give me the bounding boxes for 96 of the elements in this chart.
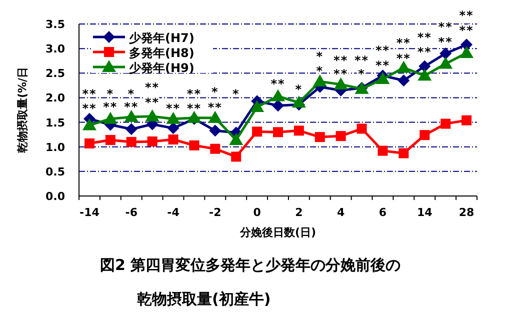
point <box>82 118 96 130</box>
point <box>145 109 160 122</box>
x-axis-title: 分娩後日数(日) <box>238 226 316 239</box>
point <box>252 126 262 137</box>
point <box>124 110 138 122</box>
annotation: ** <box>375 58 390 72</box>
annotation: ** <box>82 86 97 101</box>
annotation: ** <box>103 100 118 114</box>
point <box>462 115 472 126</box>
point <box>292 96 306 108</box>
annotation: ** <box>438 20 453 34</box>
annotation: * <box>316 49 324 64</box>
y-tick-label: 0.0 <box>46 190 66 203</box>
point <box>440 118 451 129</box>
point <box>314 132 325 142</box>
point <box>336 131 346 142</box>
annotation: * <box>212 84 219 99</box>
point <box>273 127 283 138</box>
annotation: * <box>358 67 366 82</box>
annotation: * <box>316 64 324 78</box>
point <box>398 74 410 87</box>
text: ** <box>459 8 474 23</box>
point <box>438 56 453 69</box>
x-tick-label: 2 <box>295 206 303 219</box>
point <box>209 124 222 137</box>
annotation: ** <box>145 96 160 110</box>
annotation: ** <box>417 30 432 44</box>
y-tick-label: 0.5 <box>46 165 65 178</box>
point <box>167 122 180 134</box>
point <box>376 72 390 84</box>
annotation: ** <box>166 102 181 116</box>
x-tick-label: 28 <box>458 206 474 219</box>
y-tick-label: 2.0 <box>46 92 66 105</box>
annotation: * <box>128 86 136 101</box>
point <box>418 60 431 72</box>
annotation: ** <box>124 100 139 114</box>
point <box>125 123 138 136</box>
y-tick-label: 3.5 <box>46 18 65 31</box>
annotation: ** <box>334 53 348 68</box>
point <box>460 46 474 58</box>
y-tick-label: 1.0 <box>46 140 66 154</box>
point <box>398 148 409 158</box>
y-tick-label: 2.5 <box>46 67 65 80</box>
annotation: ** <box>82 102 97 116</box>
point <box>378 146 388 156</box>
point <box>250 100 264 112</box>
legend-label: 少発年(H9) <box>128 61 194 75</box>
point <box>166 112 180 124</box>
text: 図2 第四胃変位多発年と少発年の分娩前後の乾物摂取量(初産牛) <box>100 256 401 308</box>
annotation: * <box>106 86 114 101</box>
y-tick-label: 1.5 <box>46 116 65 130</box>
annotation: ** <box>186 86 202 101</box>
y-tick-label: 3.0 <box>46 42 66 56</box>
annotation: ** <box>396 36 411 50</box>
point <box>210 144 220 154</box>
point <box>396 60 411 73</box>
point <box>168 134 178 144</box>
annotation: ** <box>354 53 370 68</box>
annotation: ** <box>459 23 474 38</box>
point <box>84 138 94 148</box>
point <box>356 124 367 134</box>
y-axis-title: 乾物摂取量(%/日 <box>16 66 29 154</box>
annotation: ** <box>208 100 222 115</box>
point <box>126 136 136 147</box>
point <box>294 126 304 136</box>
point <box>208 110 222 123</box>
legend-label: 少発年(H7) <box>128 31 194 45</box>
point <box>418 68 432 81</box>
annotation: ** <box>417 45 432 60</box>
annotation: * <box>232 86 240 101</box>
point <box>312 74 327 86</box>
x-tick-label: 14 <box>416 206 433 219</box>
annotation: ** <box>186 102 202 116</box>
x-tick-label: 4 <box>337 206 346 219</box>
x-tick-label: -2 <box>209 206 222 219</box>
x-tick-label: 0 <box>253 206 262 219</box>
point <box>229 132 244 145</box>
point <box>105 134 116 145</box>
annotation: ** <box>145 80 160 94</box>
point <box>231 152 242 162</box>
point <box>147 136 158 146</box>
point <box>272 100 284 112</box>
point <box>189 140 200 150</box>
annotation: ** <box>438 35 453 50</box>
x-tick-label: 6 <box>378 206 387 219</box>
x-tick-label: -4 <box>167 206 180 219</box>
point <box>440 47 452 60</box>
x-tick-label: -14 <box>80 206 100 219</box>
point <box>420 130 430 140</box>
x-tick-label: -6 <box>125 206 138 219</box>
annotation: ** <box>396 51 411 66</box>
annotation: * <box>295 82 303 96</box>
legend-label: 多発年(H8) <box>129 46 194 60</box>
annotation: ** <box>270 76 286 91</box>
point <box>103 112 118 124</box>
point <box>271 89 285 102</box>
